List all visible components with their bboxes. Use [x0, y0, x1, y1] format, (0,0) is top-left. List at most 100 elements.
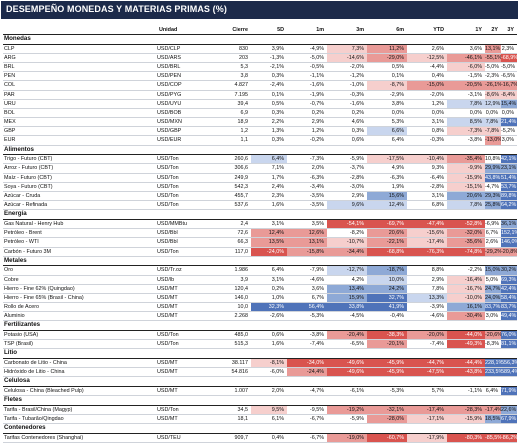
row-name: Aluminio — [4, 313, 25, 320]
cell-value: 3,1% — [271, 276, 284, 283]
cell-value: 2,0% — [271, 387, 284, 394]
cell-value: 2,9% — [431, 276, 444, 283]
cell-value: -7,4% — [309, 341, 324, 348]
header-5d: 5D — [277, 27, 284, 33]
cell-value: -17,5% — [367, 155, 407, 164]
cell-value: -0,3% — [349, 91, 364, 98]
cell-value: -68,8% — [367, 247, 407, 256]
row-name: BRL — [4, 63, 15, 70]
table-row: Oro USD/Tr.oz 1.986 6,4% -7,9% -12,7% -18,7% 8,… — [3, 266, 517, 276]
cell-value: -3,8% — [467, 137, 482, 144]
cell-value: 23,1% — [501, 164, 517, 173]
cell-value: 22,6% — [501, 405, 517, 414]
cell-value: 3,0% — [501, 137, 514, 144]
cell-cierre: 1.007 — [234, 387, 249, 394]
cell-value: -1,6% — [349, 100, 364, 107]
row-name: Petróleo - WTI — [4, 239, 39, 246]
row-name: Cobre — [4, 276, 19, 283]
table-row: Carbonato de Litio - China USD/MT 38.117 -8… — [3, 359, 517, 369]
row-name: Rollo de Acero — [4, 304, 40, 311]
cell-value: -76,3% — [407, 247, 447, 256]
cell-value: -24,4% — [287, 368, 327, 377]
cell-cierre: 203 — [239, 54, 248, 61]
cell-cierre: 249,9 — [234, 174, 249, 181]
row-unit: USD/MT — [157, 294, 178, 301]
cell-value: 5,7% — [431, 387, 444, 394]
cell-value: -3,1% — [467, 91, 482, 98]
cell-value: -0,3% — [429, 137, 444, 144]
cell-value: 0,0% — [501, 109, 514, 116]
cell-value: 7,8% — [485, 118, 501, 127]
cell-value: -44,4% — [447, 359, 485, 368]
cell-value: 15,9% — [327, 293, 367, 303]
table-row: ARG USD/ARS 203 -1,3% -5,0% -14,6% -29,0% -12,5… — [3, 53, 517, 63]
cell-value: -30,4% — [447, 312, 485, 321]
row-unit: USD/MT — [157, 415, 178, 422]
cell-value: 5,3% — [391, 119, 404, 126]
cell-value: 0,0% — [469, 109, 482, 116]
cell-value: -49,6% — [327, 359, 367, 368]
cell-value: 7,8% — [447, 99, 485, 108]
cell-value: -6,1% — [349, 387, 364, 394]
cell-cierre: 485,0 — [234, 332, 249, 339]
cell-value: 29,3% — [485, 192, 501, 201]
row-unit: USD/TEU — [157, 434, 181, 441]
row-name: Azúcar - Refinada — [4, 202, 48, 209]
cell-value: -6,0% — [269, 369, 284, 376]
cell-value: -49,3% — [447, 340, 485, 349]
cell-cierre: 10,0 — [237, 304, 249, 311]
cell-value: -35,6% — [447, 238, 485, 247]
cell-value: 0,3% — [351, 128, 364, 135]
cell-value: -85,5% — [485, 433, 501, 442]
section-title: Fletes — [4, 396, 22, 404]
row-name: Azúcar - Cruda — [4, 193, 41, 199]
cell-value: 4,9% — [391, 165, 404, 172]
cell-value: 4,6% — [351, 119, 364, 126]
cell-value: -12,7% — [327, 266, 367, 275]
row-name: CLP — [4, 45, 15, 52]
cell-value: -1,9% — [309, 91, 324, 98]
cell-value: -5,0% — [309, 54, 324, 61]
cell-value: -0,7% — [309, 100, 324, 107]
cell-value: -45,9% — [367, 359, 407, 368]
cell-value: 56,4% — [287, 303, 327, 312]
cell-cierre: 455,7 — [234, 193, 249, 199]
cell-value: -5,3% — [309, 313, 324, 320]
row-unit: USD/GBP — [157, 128, 182, 135]
section-header: Fertilizantes — [3, 321, 517, 332]
cell-value: 24,7% — [485, 284, 501, 293]
header-3y: 3Y — [507, 27, 514, 33]
cell-value: -54,1% — [327, 219, 367, 229]
cell-value: -52,8% — [447, 219, 485, 229]
cell-value: 12,4% — [251, 229, 287, 238]
cell-cierre: 38.117 — [231, 360, 248, 366]
cell-value: -80,3% — [447, 433, 485, 442]
row-unit: USD/Ton — [157, 332, 179, 339]
cell-value: 89,8% — [501, 192, 517, 201]
cell-value: 7,1% — [271, 165, 284, 172]
cell-cierre: 7.195 — [234, 91, 249, 98]
cell-value: 2,9% — [351, 193, 364, 199]
cell-value: -3,5% — [309, 193, 324, 199]
cell-value: 41,9% — [367, 303, 407, 312]
cell-value: 0,2% — [271, 285, 284, 292]
row-unit: USD/EUR — [157, 137, 182, 144]
table-row: BRL USD/BRL 5,3 -2,1% -0,5% -2,0% 0,5% -4,4% -6,… — [3, 62, 517, 73]
cell-value: 53,7% — [501, 182, 517, 191]
table-row: Maíz - Futuro (CBT) USD/Ton 249,9 1,7% -6,3%… — [3, 173, 517, 183]
cell-value: 0,5% — [391, 63, 404, 70]
page-title: DESEMPEÑO MONEDAS Y MATERIAS PRIMAS (%) — [6, 4, 227, 14]
row-unit: USD/MMBtu — [157, 220, 187, 227]
section-title: Metales — [4, 256, 27, 264]
section-header: Alimentos — [3, 146, 517, 156]
table-row: Azúcar - Cruda USD/Ton 455,7 2,3% -3,5% 2,9% 1… — [3, 192, 517, 202]
table-row: Cobre USD/lb 3,9 3,1% -4,6% 4,2% 10,0% 2,9% -16,… — [3, 275, 517, 285]
cell-value: -2,4% — [269, 82, 284, 89]
cell-value: -5,9% — [349, 156, 364, 163]
cell-value: -1,5% — [467, 73, 482, 80]
table-row: Hidróxido de Litio - China USD/MT 54.816 -6… — [3, 368, 517, 378]
cell-value: -13,0% — [485, 136, 501, 145]
cell-value: -17,1% — [407, 414, 447, 424]
cell-cierre: 146,0 — [234, 294, 249, 301]
cell-value: -1,2% — [349, 73, 364, 80]
